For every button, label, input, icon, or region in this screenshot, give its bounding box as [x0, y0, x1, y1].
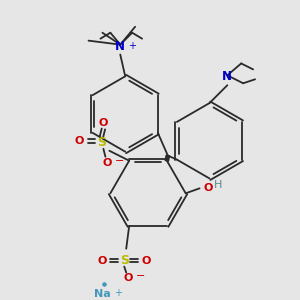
- Text: O: O: [75, 136, 84, 146]
- Text: S: S: [97, 136, 106, 149]
- Text: N: N: [115, 40, 125, 52]
- Text: Na: Na: [94, 289, 111, 299]
- Text: O: O: [103, 158, 112, 168]
- Text: +: +: [114, 288, 122, 298]
- Text: S: S: [120, 254, 129, 267]
- Text: −: −: [115, 156, 125, 166]
- Text: O: O: [141, 256, 151, 266]
- Text: O: O: [124, 274, 133, 284]
- Text: −: −: [136, 272, 146, 281]
- Text: N: N: [222, 70, 232, 83]
- Text: O: O: [99, 118, 108, 128]
- Text: O: O: [98, 256, 107, 266]
- Text: H: H: [213, 180, 222, 190]
- Text: +: +: [128, 40, 136, 51]
- Text: O: O: [203, 183, 213, 193]
